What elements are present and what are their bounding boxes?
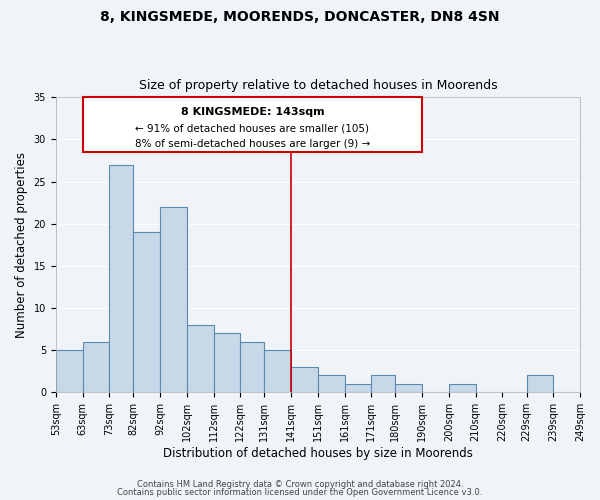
Text: Contains HM Land Registry data © Crown copyright and database right 2024.: Contains HM Land Registry data © Crown c…: [137, 480, 463, 489]
Text: 8% of semi-detached houses are larger (9) →: 8% of semi-detached houses are larger (9…: [135, 138, 370, 148]
Bar: [395, 384, 422, 392]
Bar: [214, 334, 241, 392]
Y-axis label: Number of detached properties: Number of detached properties: [15, 152, 28, 338]
FancyBboxPatch shape: [83, 98, 422, 152]
Bar: [160, 207, 187, 392]
Bar: [291, 367, 318, 392]
Text: ← 91% of detached houses are smaller (105): ← 91% of detached houses are smaller (10…: [136, 124, 370, 134]
Bar: [56, 350, 83, 393]
Bar: [371, 376, 395, 392]
Bar: [109, 165, 133, 392]
X-axis label: Distribution of detached houses by size in Moorends: Distribution of detached houses by size …: [163, 447, 473, 460]
Bar: [265, 350, 291, 393]
Bar: [344, 384, 371, 392]
Bar: [318, 376, 344, 392]
Bar: [241, 342, 265, 392]
Bar: [133, 232, 160, 392]
Text: 8 KINGSMEDE: 143sqm: 8 KINGSMEDE: 143sqm: [181, 108, 324, 118]
Text: Contains public sector information licensed under the Open Government Licence v3: Contains public sector information licen…: [118, 488, 482, 497]
Bar: [83, 342, 109, 392]
Bar: [187, 325, 214, 392]
Bar: [449, 384, 476, 392]
Bar: [527, 376, 553, 392]
Text: 8, KINGSMEDE, MOORENDS, DONCASTER, DN8 4SN: 8, KINGSMEDE, MOORENDS, DONCASTER, DN8 4…: [100, 10, 500, 24]
Title: Size of property relative to detached houses in Moorends: Size of property relative to detached ho…: [139, 79, 497, 92]
